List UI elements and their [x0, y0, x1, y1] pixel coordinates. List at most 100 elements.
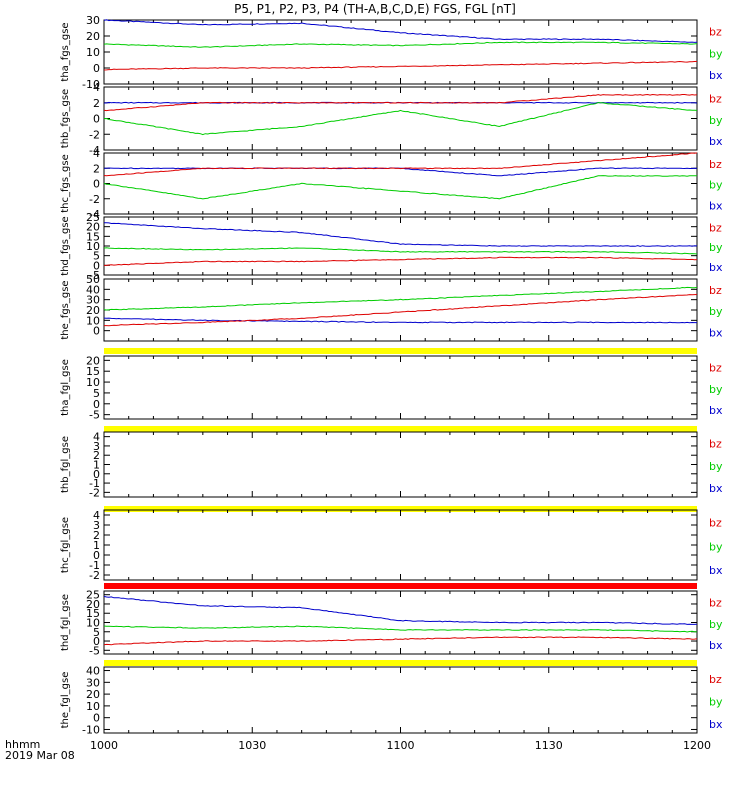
legend-bx: bx [709, 69, 723, 82]
series-bz [103, 636, 698, 646]
legend-by: by [709, 618, 723, 631]
y-tick-label: 1 [93, 459, 100, 472]
legend-by: by [709, 695, 723, 708]
legend-by: by [709, 47, 723, 60]
x-tick-label: 1200 [683, 739, 711, 752]
legend-bz: bz [709, 673, 722, 686]
y-tick-label: 4 [93, 431, 100, 444]
y-tick-label: 0 [93, 468, 100, 481]
y-tick-label: 40 [86, 665, 100, 678]
y-tick-label: 0 [93, 549, 100, 562]
series-bz [104, 256, 698, 266]
series-bz [103, 60, 698, 71]
panel-frame [103, 355, 698, 420]
series-bz [104, 294, 698, 327]
legend-bz: bz [709, 596, 722, 609]
series-by [103, 247, 698, 255]
y-tick-label: 30 [86, 676, 100, 689]
legend-by: by [709, 305, 723, 318]
panel-frame [103, 509, 698, 581]
y-axis-label: thc_fgl_gse [60, 517, 71, 573]
series-by [103, 625, 698, 633]
y-axis-label: thd_fgl_gse [60, 594, 71, 651]
y-tick-label: -10 [82, 78, 100, 91]
series-by [103, 174, 698, 200]
legend-by: by [709, 460, 723, 473]
panel-frame [103, 431, 698, 498]
panel-frame [103, 86, 698, 151]
y-tick-label: 0 [93, 113, 100, 126]
y-tick-label: 5 [93, 387, 100, 400]
y-tick-label: 1 [93, 539, 100, 552]
flag-bar [104, 348, 697, 354]
legend-bz: bz [709, 438, 722, 451]
y-tick-label: 25 [86, 211, 100, 224]
y-tick-label: 0 [93, 712, 100, 725]
x-tick-label: 1000 [90, 739, 118, 752]
legend-bz: bz [709, 284, 722, 297]
y-tick-label: 10 [86, 314, 100, 327]
x-tick-label: 1030 [238, 739, 266, 752]
y-tick-label: 25 [86, 589, 100, 602]
y-tick-label: 40 [86, 283, 100, 296]
y-tick-label: 15 [86, 230, 100, 243]
legend-bx: bx [709, 135, 723, 148]
y-axis-label: the_fgs_gse [60, 280, 71, 339]
legend-bx: bx [709, 261, 723, 274]
y-axis-label: thc_fgs_gse [60, 154, 71, 213]
y-tick-label: 4 [93, 509, 100, 522]
chart-title: P5, P1, P2, P3, P4 (TH-A,B,C,D,E) FGS, F… [234, 2, 516, 16]
panel-frame [103, 19, 698, 85]
series-by [103, 102, 698, 136]
y-tick-label: 0 [93, 259, 100, 272]
y-axis-label: thd_fgs_gse [60, 216, 71, 275]
x-axis-label: hhmm [5, 738, 41, 751]
panel-frame [103, 278, 698, 342]
y-tick-label: 15 [86, 365, 100, 378]
flag-bar [104, 426, 697, 432]
series-bz [103, 93, 698, 112]
y-tick-label: 4 [93, 147, 100, 160]
y-tick-label: 10 [86, 46, 100, 59]
y-tick-label: -2 [89, 128, 100, 141]
y-tick-label: 0 [93, 398, 100, 411]
legend-bx: bx [709, 199, 723, 212]
flag-bar [104, 660, 697, 666]
legend-bz: bz [709, 361, 722, 374]
legend-bz: bz [709, 92, 722, 105]
y-tick-label: -5 [89, 409, 100, 422]
series-bx [104, 222, 698, 247]
y-tick-label: 30 [86, 14, 100, 27]
y-axis-label: thb_fgs_gse [60, 89, 71, 148]
legend-bz: bz [709, 26, 722, 39]
y-tick-label: 5 [93, 250, 100, 263]
y-tick-label: 30 [86, 294, 100, 307]
y-axis-label: tha_fgl_gse [60, 359, 71, 416]
y-tick-label: -1 [89, 477, 100, 490]
y-tick-label: 20 [86, 354, 100, 367]
y-axis-label: the_fgl_gse [60, 672, 71, 729]
y-tick-label: 20 [86, 304, 100, 317]
legend-bx: bx [709, 718, 723, 731]
y-tick-label: 4 [93, 81, 100, 94]
x-axis-date: 2019 Mar 08 [5, 749, 75, 762]
y-tick-label: 20 [86, 688, 100, 701]
y-tick-label: 15 [86, 607, 100, 620]
series-bz [103, 152, 698, 177]
panel-frame [103, 666, 698, 734]
y-tick-label: 0 [93, 62, 100, 75]
legend-bx: bx [709, 404, 723, 417]
legend-bx: bx [709, 326, 723, 339]
legend-bz: bz [709, 221, 722, 234]
y-tick-label: 0 [93, 178, 100, 191]
y-tick-label: 20 [86, 598, 100, 611]
legend-by: by [709, 114, 723, 127]
y-tick-label: -2 [89, 486, 100, 499]
y-tick-label: 50 [86, 273, 100, 286]
y-tick-label: 0 [93, 325, 100, 338]
series-by [103, 41, 698, 48]
y-tick-label: -5 [89, 269, 100, 282]
y-axis-label: tha_fgs_gse [60, 22, 71, 81]
y-tick-label: 2 [93, 97, 100, 110]
